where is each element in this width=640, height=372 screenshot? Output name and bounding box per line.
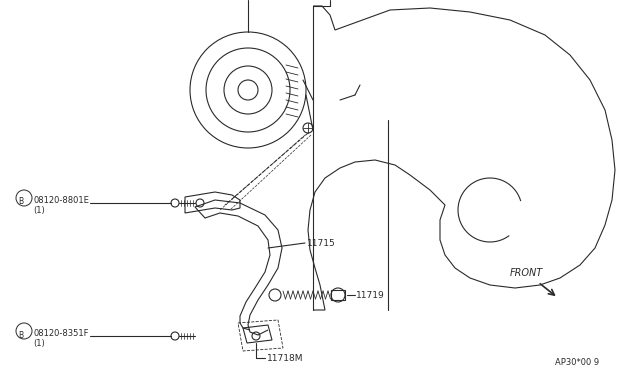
- Text: 08120-8801E: 08120-8801E: [33, 196, 89, 205]
- Text: 11715: 11715: [307, 239, 336, 248]
- Text: 11718M: 11718M: [267, 354, 303, 363]
- Text: AP30*00 9: AP30*00 9: [555, 358, 599, 367]
- Text: 11719: 11719: [356, 291, 385, 300]
- Text: (1): (1): [33, 206, 45, 215]
- Text: (1): (1): [33, 339, 45, 348]
- Text: FRONT: FRONT: [510, 268, 543, 278]
- Text: B: B: [19, 198, 24, 206]
- Bar: [331, 290, 345, 300]
- Text: B: B: [19, 330, 24, 340]
- Text: 08120-8351F: 08120-8351F: [33, 329, 88, 338]
